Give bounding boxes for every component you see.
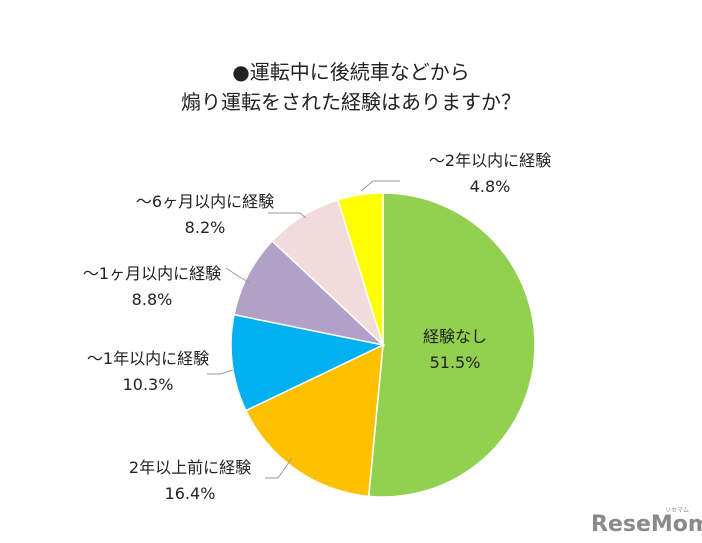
slice-label-1: 2年以上前に経験: [129, 458, 251, 477]
leader-line-6m: [268, 212, 307, 219]
chart-title-line-2: 煽り運転をされた経験はありますか？: [181, 90, 521, 114]
leader-line-1m: [225, 267, 251, 284]
leader-line-2y: [360, 180, 400, 192]
slice-value-0: 51.5%: [430, 353, 481, 372]
pie-slice-5: [336, 192, 384, 346]
slice-label-0: 経験なし: [423, 327, 487, 346]
slice-label-5: 〜2年以内に経験: [429, 151, 551, 170]
slice-label-3: 〜1ヶ月以内に経験: [83, 264, 221, 283]
slice-value-3: 8.8%: [132, 290, 173, 309]
slice-value-2: 10.3%: [123, 375, 174, 394]
pie-slice-3: [233, 239, 386, 347]
pie-slice-0: [367, 192, 536, 498]
slice-label-2: 〜1年以内に経験: [87, 349, 209, 368]
slice-value-4: 8.2%: [185, 218, 226, 237]
pie-slice-2: [230, 313, 386, 412]
slice-value-5: 4.8%: [470, 177, 511, 196]
svg-text:リセマム: リセマム: [665, 507, 689, 514]
chart-title-line-1: ●運転中に後続車などから: [232, 60, 469, 84]
slice-label-4: 〜6ヶ月以内に経験: [136, 192, 274, 211]
leader-line-1y: [207, 369, 234, 375]
svg-text:ReseMom: ReseMom: [591, 512, 702, 537]
resemom-logo: ReseMom リセマム: [591, 507, 702, 537]
pie-slice-1: [244, 343, 384, 498]
leader-line-2yplus: [265, 457, 293, 479]
slice-value-1: 16.4%: [165, 484, 216, 503]
